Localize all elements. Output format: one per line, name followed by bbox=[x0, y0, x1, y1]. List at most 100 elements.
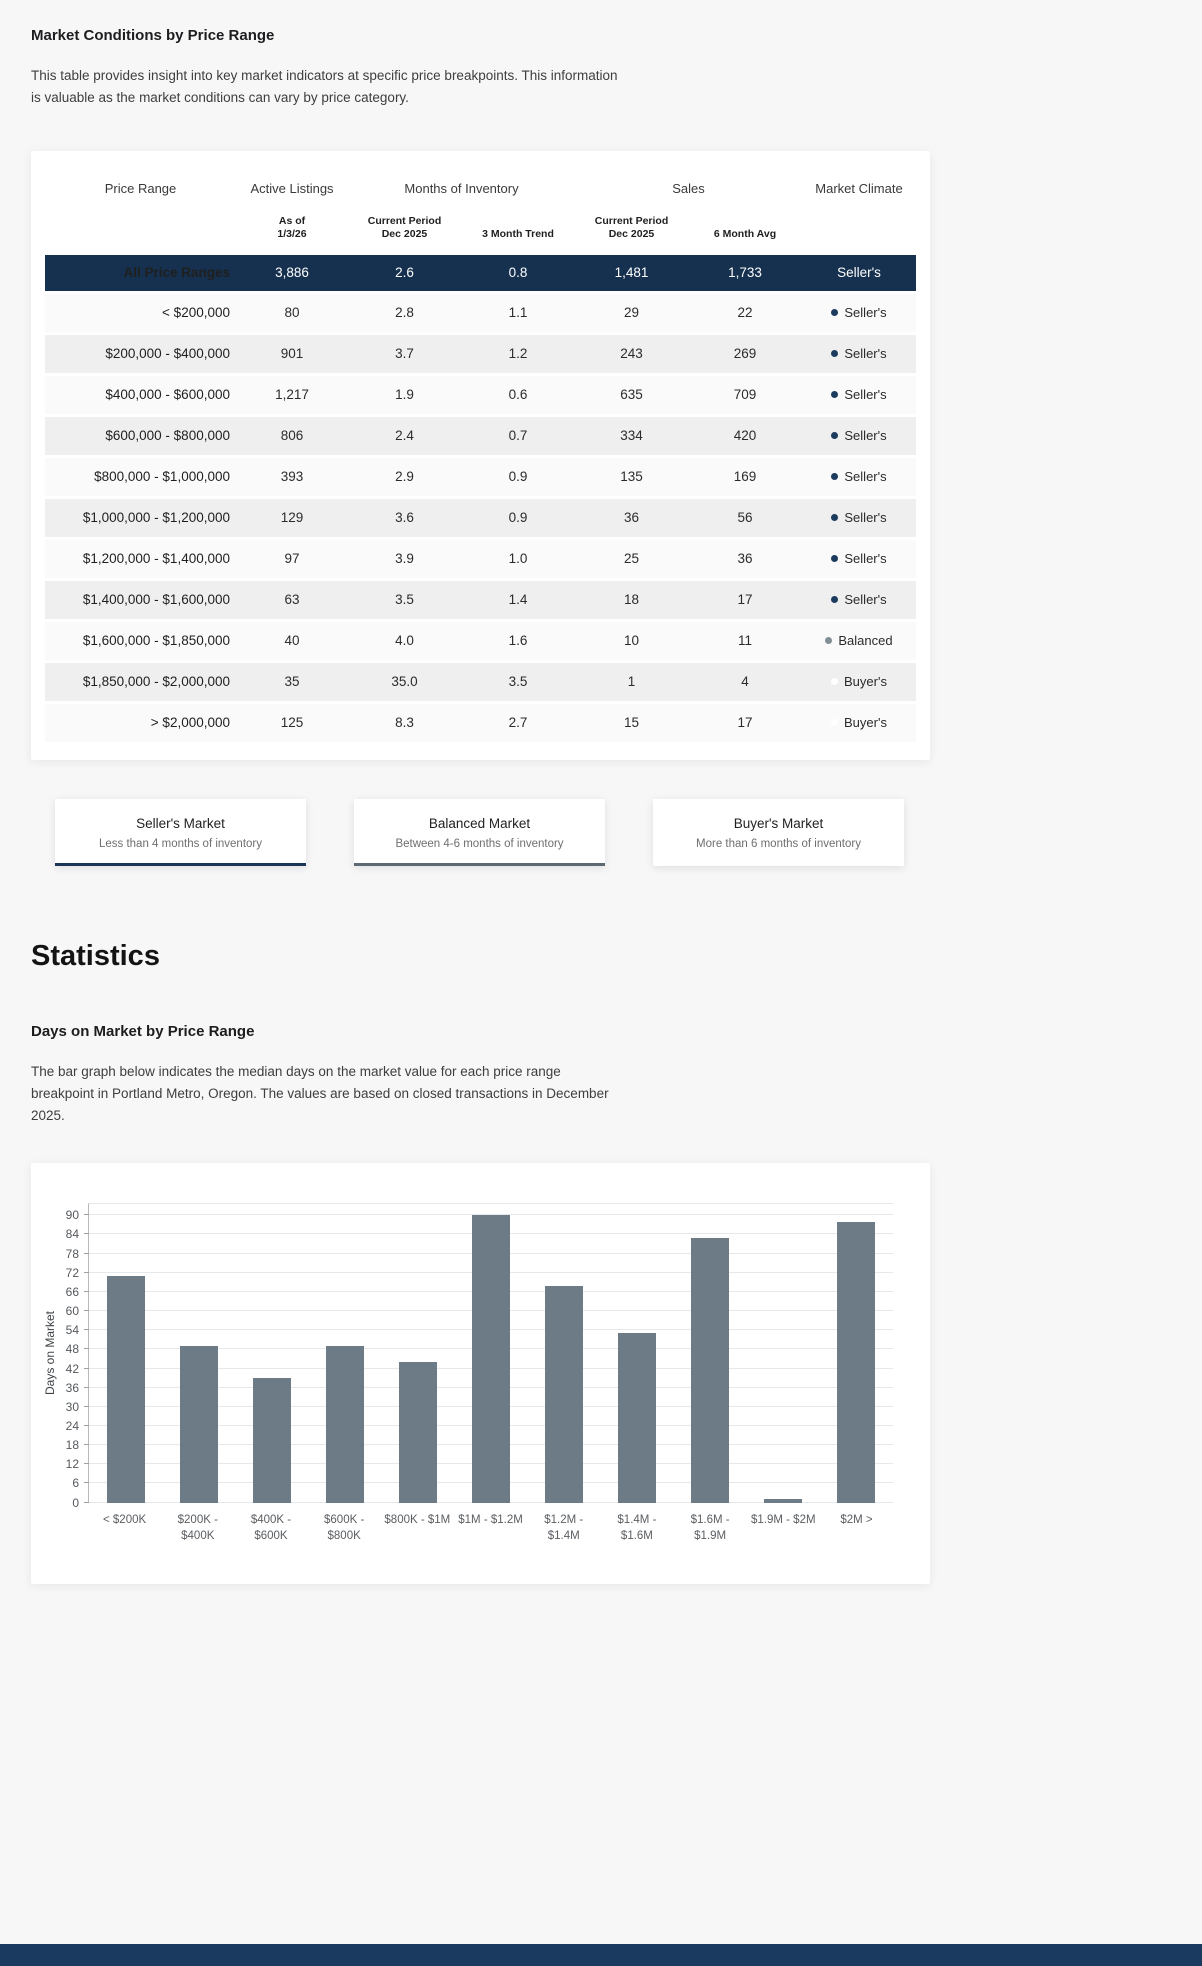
moi-trend-value: 1.0 bbox=[508, 551, 528, 567]
y-tick-mark bbox=[84, 1252, 89, 1254]
summary-moi-trend: 0.8 bbox=[508, 265, 528, 281]
active-listings-value: 35 bbox=[284, 674, 300, 690]
price-range-label: $1,850,000 - $2,000,000 bbox=[82, 674, 230, 690]
y-tick-label: 66 bbox=[65, 1284, 79, 1299]
climate-dot-icon bbox=[831, 555, 839, 563]
bar-slot bbox=[528, 1204, 601, 1503]
sales-avg-value: 17 bbox=[737, 715, 753, 731]
bar-slot bbox=[820, 1204, 893, 1503]
price-range-label: $1,000,000 - $1,200,000 bbox=[82, 510, 230, 526]
price-range-label: $1,400,000 - $1,600,000 bbox=[82, 592, 230, 608]
moi-current-value: 35.0 bbox=[391, 674, 418, 690]
legend-card-buyers-market: Buyer's Market More than 6 months of inv… bbox=[653, 798, 904, 866]
market-climate-label: Seller's bbox=[844, 592, 887, 608]
climate-dot-icon bbox=[831, 391, 839, 399]
legend-card-subtitle: Less than 4 months of inventory bbox=[98, 837, 262, 850]
y-tick-mark bbox=[84, 1463, 89, 1465]
climate-dot-icon bbox=[831, 514, 839, 522]
chart-bar bbox=[545, 1285, 584, 1503]
price-range-label: $200,000 - $400,000 bbox=[105, 346, 230, 362]
climate-dot-icon bbox=[831, 432, 839, 440]
y-tick-label: 30 bbox=[65, 1399, 79, 1414]
moi-trend-value: 2.7 bbox=[508, 715, 528, 731]
x-axis-label: < $200K bbox=[103, 1513, 147, 1526]
x-axis-labels: < $200K $200K - $400K $400K - $600K $600K -… bbox=[88, 1512, 893, 1544]
days-on-market-description: The bar graph below indicates the median… bbox=[31, 1063, 609, 1123]
x-axis-label: $2M > bbox=[840, 1513, 873, 1526]
market-climate-cell: Seller's bbox=[802, 510, 916, 525]
x-axis-label: $800K - $1M bbox=[384, 1513, 451, 1526]
market-climate-cell: Buyer's bbox=[802, 674, 916, 689]
price-range-label: $600,000 - $800,000 bbox=[105, 428, 230, 444]
y-tick-label: 48 bbox=[65, 1342, 79, 1357]
market-climate-legend: Seller's Market Less than 4 months of in… bbox=[55, 798, 904, 866]
moi-trend-value: 1.2 bbox=[508, 346, 528, 362]
market-climate-cell: Seller's bbox=[802, 305, 916, 320]
days-on-market-chart: Days on Market 0 6 12 18 24 30 36 42 48 54 60 66 72 7… bbox=[43, 1202, 893, 1544]
sales-current-value: 635 bbox=[620, 387, 643, 403]
market-conditions-table: Price Range Active Listings Months of In… bbox=[31, 150, 930, 760]
table-row: $1,400,000 - $1,600,000 63 3.5 1.4 18 17 Selle… bbox=[45, 580, 916, 619]
climate-dot-icon bbox=[831, 309, 839, 317]
market-climate-label: Buyer's bbox=[844, 715, 887, 731]
bar-slot bbox=[308, 1204, 381, 1503]
market-climate-cell: Seller's bbox=[802, 346, 916, 361]
bars-container bbox=[89, 1204, 893, 1503]
market-climate-label: Seller's bbox=[844, 428, 887, 444]
summary-price-range-label: All Price Ranges bbox=[123, 265, 230, 281]
sales-current-value: 29 bbox=[623, 305, 640, 321]
active-listings-value: 97 bbox=[284, 551, 300, 567]
price-range-label: $400,000 - $600,000 bbox=[105, 387, 230, 403]
x-axis-label: $1.4M - $1.6M bbox=[617, 1513, 657, 1542]
chart-bar bbox=[398, 1362, 437, 1503]
sales-current-value: 15 bbox=[623, 715, 640, 731]
market-climate-label: Buyer's bbox=[844, 674, 887, 690]
y-tick-label: 84 bbox=[65, 1227, 79, 1242]
sub-header-as-of: As of 1/3/26 bbox=[277, 214, 307, 240]
moi-trend-value: 1.6 bbox=[508, 633, 528, 649]
summary-moi-current: 2.6 bbox=[395, 265, 414, 281]
sales-current-value: 135 bbox=[620, 469, 643, 485]
table-row: $800,000 - $1,000,000 393 2.9 0.9 135 169 Sell… bbox=[45, 457, 916, 496]
y-tick-label: 42 bbox=[65, 1361, 79, 1376]
sales-current-value: 25 bbox=[623, 551, 640, 567]
moi-current-value: 3.9 bbox=[395, 551, 414, 567]
y-tick-label: 0 bbox=[72, 1495, 79, 1510]
chart-bar bbox=[252, 1378, 291, 1503]
sub-header-3-month-trend: 3 Month Trend bbox=[482, 227, 554, 240]
y-tick-label: 6 bbox=[72, 1476, 79, 1491]
y-tick-mark bbox=[84, 1310, 89, 1312]
y-tick-mark bbox=[84, 1501, 89, 1503]
moi-current-value: 4.0 bbox=[395, 633, 414, 649]
moi-current-value: 3.5 bbox=[395, 592, 414, 608]
moi-current-value: 1.9 bbox=[395, 387, 414, 403]
chart-bar bbox=[106, 1275, 145, 1503]
column-header-sales: Sales bbox=[672, 181, 705, 197]
column-header-active-listings: Active Listings bbox=[250, 181, 334, 197]
column-header-market-climate: Market Climate bbox=[815, 181, 903, 197]
active-listings-value: 1,217 bbox=[275, 387, 309, 403]
y-tick-mark bbox=[84, 1271, 89, 1273]
bar-slot bbox=[601, 1204, 674, 1503]
y-tick-mark bbox=[84, 1290, 89, 1292]
table-group-header-row: Price Range Active Listings Months of In… bbox=[45, 179, 916, 199]
y-tick-mark bbox=[84, 1214, 89, 1216]
x-axis-label: $600K - $800K bbox=[324, 1513, 365, 1542]
active-listings-value: 40 bbox=[284, 633, 300, 649]
climate-dot-icon bbox=[831, 719, 839, 727]
legend-card-subtitle: More than 6 months of inventory bbox=[696, 837, 861, 850]
moi-current-value: 2.4 bbox=[395, 428, 414, 444]
table-row: $1,000,000 - $1,200,000 129 3.6 0.9 36 56 Sell… bbox=[45, 498, 916, 537]
sales-avg-value: 56 bbox=[737, 510, 753, 526]
moi-trend-value: 0.9 bbox=[508, 510, 528, 526]
x-axis-label: $1.9M - $2M bbox=[751, 1513, 816, 1526]
table-row: $1,200,000 - $1,400,000 97 3.9 1.0 25 36 Selle… bbox=[45, 539, 916, 578]
sales-current-value: 1 bbox=[627, 674, 636, 690]
active-listings-value: 125 bbox=[280, 715, 304, 731]
statistics-heading: Statistics bbox=[31, 939, 160, 972]
y-tick-label: 72 bbox=[65, 1265, 79, 1280]
sales-avg-value: 36 bbox=[737, 551, 753, 567]
market-climate-cell: Seller's bbox=[802, 387, 916, 402]
table-row: $600,000 - $800,000 806 2.4 0.7 334 420 Seller… bbox=[45, 416, 916, 455]
